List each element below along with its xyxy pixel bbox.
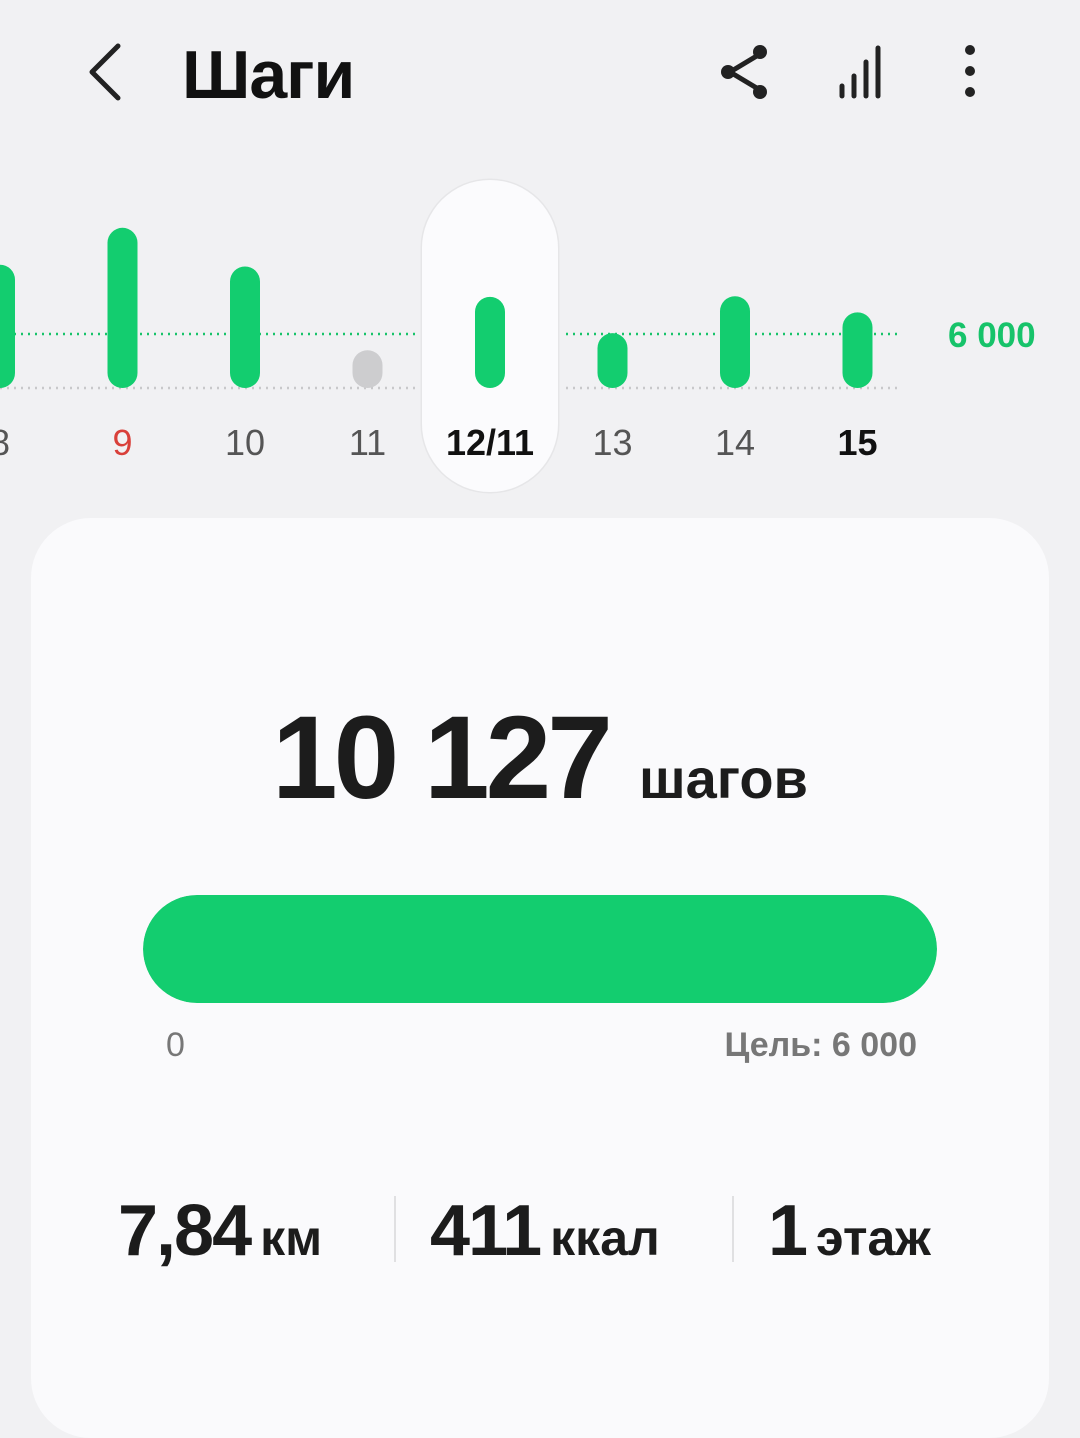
chevron-left-icon bbox=[89, 43, 121, 101]
statistics-button[interactable] bbox=[836, 40, 896, 104]
share-button[interactable] bbox=[716, 40, 776, 104]
share-icon bbox=[721, 45, 767, 99]
bar-chart-icon bbox=[839, 45, 881, 99]
distance-value: 7,84 bbox=[118, 1191, 252, 1271]
floors-stat: 1 этаж bbox=[768, 1190, 931, 1272]
day-label[interactable]: 13 bbox=[592, 422, 632, 463]
more-options-button[interactable] bbox=[940, 40, 1000, 104]
page-title: Шаги bbox=[182, 37, 355, 113]
bar-8[interactable] bbox=[0, 264, 15, 388]
divider bbox=[394, 1196, 396, 1262]
steps-count: 10 127 bbox=[272, 692, 613, 824]
progress-min-label: 0 bbox=[166, 1026, 185, 1064]
day-label[interactable]: 8 bbox=[0, 422, 10, 463]
day-label[interactable]: 15 bbox=[837, 422, 877, 463]
calories-unit: ккал bbox=[550, 1210, 660, 1266]
steps-unit: шагов bbox=[638, 747, 808, 810]
goal-line-label: 6 000 bbox=[948, 316, 1036, 355]
bar-9[interactable] bbox=[107, 227, 138, 388]
bar-11[interactable] bbox=[352, 350, 383, 388]
day-label[interactable]: 9 bbox=[112, 422, 132, 463]
floors-unit: этаж bbox=[816, 1210, 931, 1266]
bar-15[interactable] bbox=[842, 312, 873, 388]
stats-row: 7,84 км 411 ккал 1 этаж bbox=[0, 1190, 1080, 1272]
progress-fill bbox=[143, 895, 937, 1003]
bar-10[interactable] bbox=[230, 266, 260, 389]
day-label[interactable]: 10 bbox=[225, 422, 265, 463]
bar-13[interactable] bbox=[597, 333, 628, 388]
floors-value: 1 bbox=[768, 1191, 808, 1271]
steps-bar-chart: 8 9 10 11 12/11 13 14 15 bbox=[0, 227, 902, 463]
bar-14[interactable] bbox=[720, 296, 750, 388]
calories-value: 411 bbox=[430, 1191, 542, 1271]
goal-progress-bar bbox=[143, 895, 937, 1003]
calories-stat: 411 ккал bbox=[430, 1190, 660, 1272]
day-label[interactable]: 12/11 bbox=[446, 422, 534, 463]
day-label[interactable]: 14 bbox=[715, 422, 755, 463]
bar-12/11[interactable] bbox=[475, 296, 505, 388]
more-vertical-icon bbox=[965, 45, 975, 97]
goal-label: Цель: 6 000 bbox=[724, 1026, 917, 1064]
divider bbox=[732, 1196, 734, 1262]
distance-stat: 7,84 км bbox=[118, 1190, 322, 1272]
distance-unit: км bbox=[260, 1210, 323, 1266]
steps-total: 10 127 шагов bbox=[0, 690, 1080, 826]
app-header: Шаги bbox=[0, 0, 1080, 150]
day-label[interactable]: 11 bbox=[349, 422, 386, 463]
back-button[interactable] bbox=[80, 38, 140, 108]
